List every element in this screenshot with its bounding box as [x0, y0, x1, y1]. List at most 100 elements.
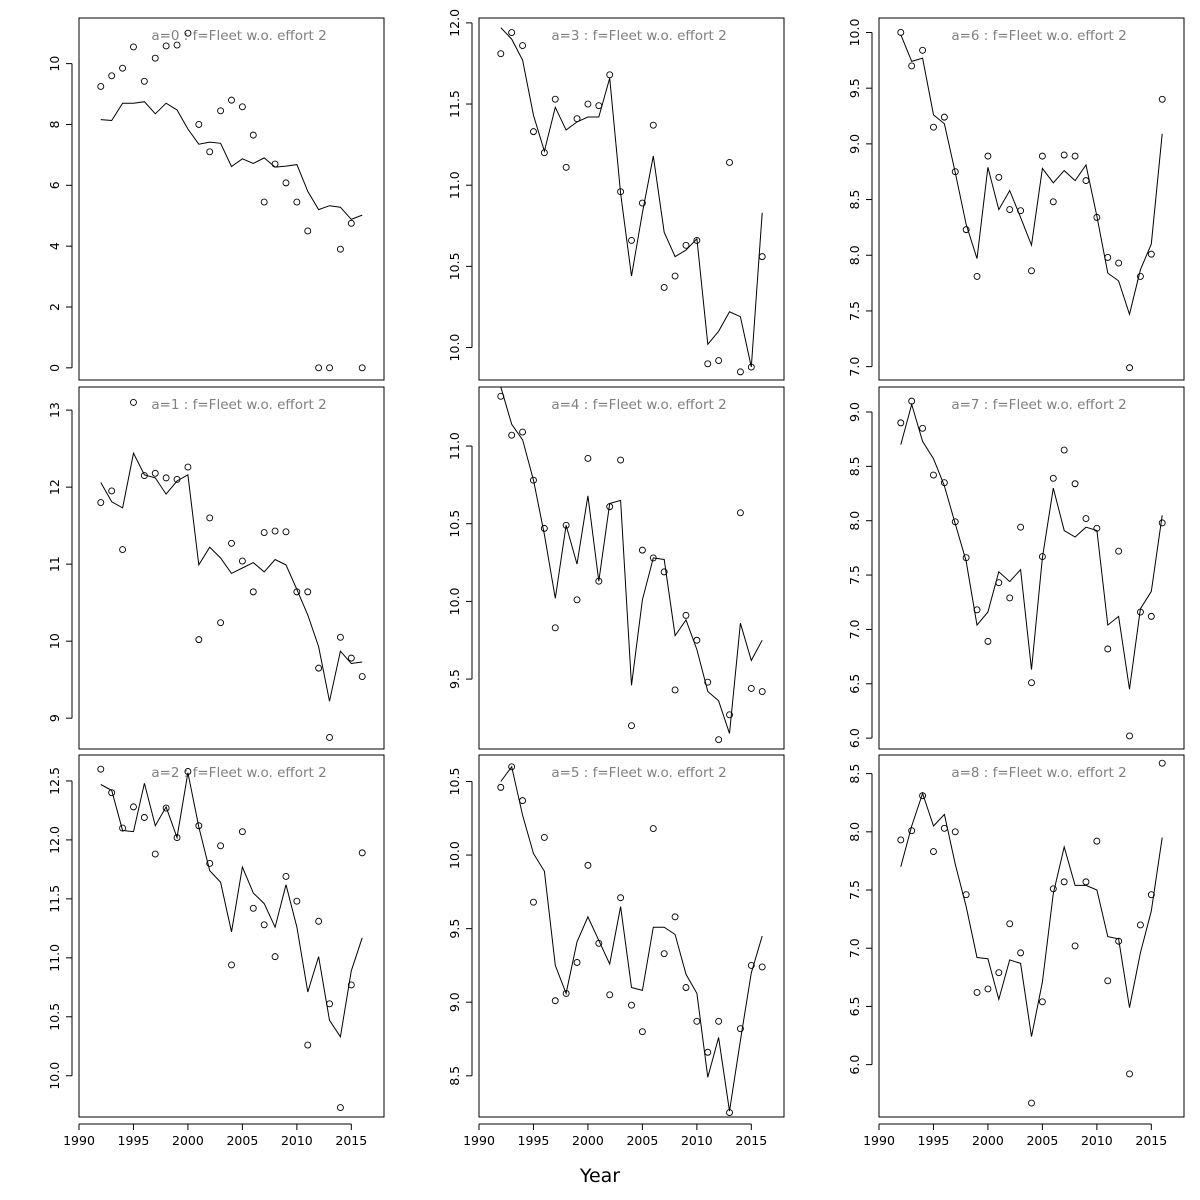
observed-point: [628, 236, 635, 244]
observed-point: [162, 804, 170, 812]
observed-point: [108, 72, 116, 80]
observed-point: [551, 624, 559, 632]
observed-point: [1147, 250, 1155, 258]
observed-point: [282, 528, 290, 536]
observed-point: [584, 100, 592, 108]
observed-point: [519, 42, 527, 50]
observed-point: [1126, 732, 1133, 740]
y-tick-label: 6.0: [847, 1055, 862, 1075]
chart-panel: 0 2 4 6 8 10 a=0 : f=Fleet w.o. effort 2: [47, 17, 385, 381]
observed-point: [595, 577, 603, 585]
observed-point: [638, 199, 646, 207]
panel-title: a=4 : f=Fleet w.o. effort 2: [551, 397, 726, 413]
panel-title: a=6 : f=Fleet w.o. effort 2: [951, 28, 1126, 44]
observed-point: [908, 827, 916, 835]
observed-point: [1115, 547, 1123, 555]
observed-point: [758, 963, 766, 971]
x-tick-label: 2010: [281, 1133, 313, 1148]
observed-point: [573, 959, 581, 966]
observed-point: [726, 711, 733, 719]
observed-point: [1049, 474, 1057, 482]
observed-point: [151, 469, 159, 477]
observed-point: [293, 897, 301, 905]
y-tick-label: 8: [47, 120, 62, 128]
observed-point: [217, 619, 225, 627]
observed-point: [1006, 594, 1014, 602]
observed-point: [1082, 177, 1090, 185]
observed-point: [940, 824, 948, 832]
y-tick-label: 12.0: [447, 9, 462, 37]
observed-point: [184, 29, 192, 37]
plot-frame: [878, 386, 1185, 750]
plot-frame: [878, 754, 1185, 1118]
observed-point: [736, 509, 744, 517]
observed-point: [962, 226, 970, 234]
observed-point: [693, 1017, 701, 1025]
observed-point: [1038, 152, 1046, 160]
observed-point: [304, 227, 312, 235]
observed-point: [540, 149, 548, 157]
observed-point: [573, 115, 581, 123]
observed-point: [238, 828, 246, 836]
observed-point: [1017, 207, 1025, 215]
observed-point: [228, 961, 235, 969]
y-tick-label: 6: [47, 181, 62, 189]
y-tick-label: 9.5: [447, 919, 462, 939]
panel-title: a=1 : f=Fleet w.o. effort 2: [151, 397, 326, 413]
observed-point: [108, 487, 116, 495]
observed-point: [919, 792, 927, 800]
observed-point: [173, 834, 181, 841]
y-tick-label: 11.5: [447, 90, 462, 118]
panel-title: a=7 : f=Fleet w.o. effort 2: [951, 397, 1126, 413]
observed-point: [540, 833, 548, 841]
observed-point: [217, 107, 225, 115]
x-tick-label: 1990: [463, 1133, 495, 1148]
observed-point: [671, 272, 679, 280]
y-tick-label: 12.0: [47, 826, 62, 854]
observed-point: [693, 236, 701, 244]
observed-point: [315, 364, 323, 372]
x-tick-label: 2005: [226, 1133, 258, 1148]
observed-point: [1104, 254, 1112, 261]
fitted-line: [900, 791, 1163, 1037]
panel-title: a=5 : f=Fleet w.o. effort 2: [551, 765, 726, 781]
x-tick-label: 2015: [1135, 1133, 1167, 1148]
y-tick-label: 8.5: [847, 456, 862, 476]
observed-point: [151, 850, 159, 858]
observed-point: [897, 836, 905, 844]
observed-point: [304, 588, 312, 596]
observed-point: [919, 424, 927, 432]
observed-point: [497, 392, 505, 400]
observed-point: [217, 842, 225, 850]
observed-point: [540, 524, 548, 532]
y-tick-label: 10.5: [447, 510, 462, 538]
observed-point: [260, 198, 268, 206]
observed-point: [119, 546, 127, 553]
observed-point: [1049, 198, 1057, 206]
y-tick-label: 8.5: [847, 764, 862, 784]
observed-point: [973, 989, 981, 996]
plot-frame: [78, 17, 385, 381]
panel-title: a=3 : f=Fleet w.o. effort 2: [551, 28, 726, 44]
observed-point: [984, 985, 992, 993]
y-tick-label: 9.0: [847, 134, 862, 154]
chart-panel: 10.0 10.5 11.0 11.5 12.0 12.5 1990 1995 2000 2005…: [47, 754, 385, 1148]
observed-point: [704, 360, 712, 368]
observed-point: [195, 636, 203, 644]
observed-point: [347, 981, 355, 989]
plot-frame: [78, 386, 385, 750]
fitted-line: [100, 101, 363, 220]
y-tick-label: 10: [47, 633, 62, 649]
observed-point: [315, 664, 323, 672]
y-tick-label: 10.0: [447, 841, 462, 869]
observed-point: [930, 123, 937, 131]
observed-point: [584, 861, 592, 869]
observed-point: [336, 633, 344, 641]
observed-point: [1158, 759, 1166, 767]
observed-point: [1028, 267, 1035, 275]
observed-point: [962, 554, 970, 562]
observed-point: [908, 397, 916, 405]
observed-point: [693, 636, 701, 644]
observed-point: [1038, 998, 1046, 1006]
observed-point: [304, 1041, 312, 1049]
